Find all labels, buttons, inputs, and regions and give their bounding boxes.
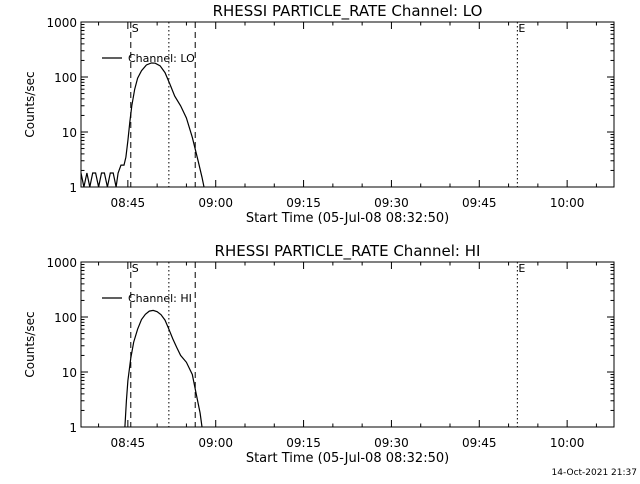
- x-tick-label: 09:30: [374, 436, 409, 450]
- series-line: [80, 62, 205, 188]
- panel-hi: RHESSI PARTICLE_RATE Channel: HI 1 10 100 10…: [23, 242, 615, 466]
- x-tick-label: 09:45: [462, 196, 497, 210]
- series-line: [124, 309, 203, 428]
- event-marker-label: S: [132, 22, 139, 35]
- event-marker-label: E: [518, 22, 525, 35]
- event-marker-label: S: [132, 262, 139, 275]
- y-tick-label: 100: [54, 71, 77, 85]
- plot-frame: [80, 21, 615, 188]
- legend-label: Channel: HI: [128, 292, 192, 305]
- y-tick-label: 10: [62, 126, 77, 140]
- x-tick-label: 09:15: [286, 436, 321, 450]
- panel-lo: RHESSI PARTICLE_RATE Channel: LO 1 10 100 10…: [23, 2, 615, 226]
- x-tick-label: 08:45: [111, 436, 146, 450]
- x-tick-label: 08:45: [111, 196, 146, 210]
- x-tick-label: 09:15: [286, 196, 321, 210]
- footer-timestamp: 14-Oct-2021 21:37: [552, 468, 637, 478]
- y-axis-label: Counts/sec: [23, 71, 37, 137]
- plot-frame: [80, 261, 615, 428]
- x-tick-label: 09:00: [198, 436, 233, 450]
- y-tick-label: 100: [54, 311, 77, 325]
- y-tick-label: 1000: [46, 16, 77, 30]
- y-tick-label: 1: [69, 421, 77, 435]
- x-tick-label: 10:00: [550, 196, 585, 210]
- x-tick-label: 09:00: [198, 196, 233, 210]
- chart-title: RHESSI PARTICLE_RATE Channel: LO: [213, 2, 483, 21]
- y-tick-label: 10: [62, 366, 77, 380]
- event-marker-label: E: [518, 262, 525, 275]
- x-axis-label: Start Time (05-Jul-08 08:32:50): [246, 211, 449, 226]
- chart-title: RHESSI PARTICLE_RATE Channel: HI: [215, 242, 481, 261]
- x-tick-label: 09:45: [462, 436, 497, 450]
- y-axis-label: Counts/sec: [23, 311, 37, 377]
- x-tick-label: 10:00: [550, 436, 585, 450]
- y-tick-label: 1000: [46, 256, 77, 270]
- legend-label: Channel: LO: [128, 52, 195, 65]
- y-tick-label: 1: [69, 181, 77, 195]
- x-axis-label: Start Time (05-Jul-08 08:32:50): [246, 451, 449, 466]
- x-tick-label: 09:30: [374, 196, 409, 210]
